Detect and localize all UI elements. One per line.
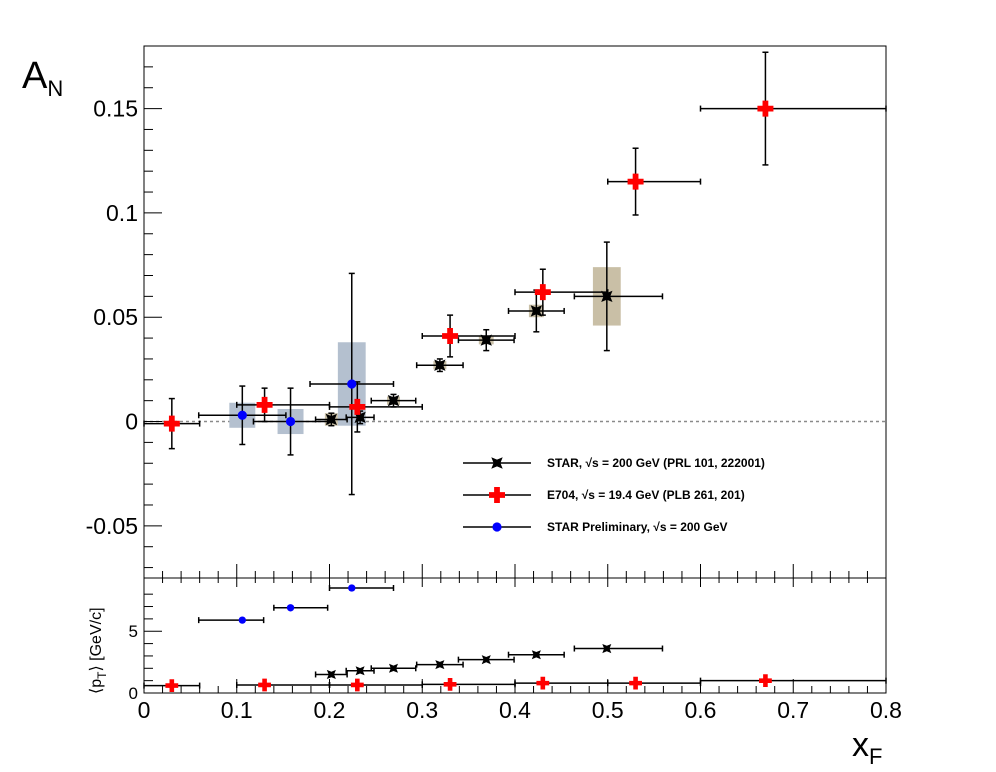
mean-pt-frame <box>143 577 887 694</box>
x-tick-label: 0.5 <box>592 697 624 723</box>
data-point-circle <box>237 410 247 420</box>
x-tick-label: 0.3 <box>406 697 438 723</box>
pt-data-point-cross <box>443 677 457 691</box>
data-point-star <box>325 413 337 426</box>
pt-data-point-star <box>389 663 398 673</box>
data-point-cross <box>757 100 774 117</box>
legend-label: E704, √s = 19.4 GeV (PLB 261, 201) <box>547 488 745 502</box>
data-point-cross <box>163 415 180 432</box>
mean-pt-axes: 0 5 0 0.1 0.2 0.3 0.4 0.5 0.6 0.7 0.8 <box>129 578 902 723</box>
y-tick-label: -0.05 <box>86 513 138 539</box>
data-point-circle <box>285 416 296 427</box>
pt-data-point-circle <box>286 604 295 612</box>
data-point-star <box>601 290 613 302</box>
data-point-cross <box>627 173 644 190</box>
pt-y-axis-title: ⟨pT⟩ [GeV/c] <box>88 607 109 694</box>
y-tick-label: 0.15 <box>93 96 138 122</box>
pt-data-point-circle <box>348 584 356 592</box>
y-axis-title-main: A <box>22 55 48 97</box>
pt-label-sub: T <box>95 671 109 679</box>
pt-data-point-cross <box>536 676 550 690</box>
pt-data-point-star <box>435 660 445 670</box>
pt-data-point-cross <box>350 678 364 692</box>
legend-marker-star <box>491 457 503 469</box>
data-point-star <box>480 334 492 346</box>
pt-label-rest: ⟩ [GeV/c] <box>88 607 105 671</box>
asymmetry-axes: -0.05 0 0.05 0.1 0.15 <box>86 66 887 578</box>
x-tick-label: 0 <box>138 697 151 723</box>
x-axis-title-sub: F <box>869 744 882 769</box>
pt-data-point-cross <box>629 676 642 690</box>
pt-data-point-star <box>602 644 612 654</box>
pt-y-tick-label: 5 <box>129 622 138 641</box>
x-axis-title-main: x <box>852 726 869 764</box>
pt-data-point-star <box>326 669 336 679</box>
mean-pt-panel: 0 5 0 0.1 0.2 0.3 0.4 0.5 0.6 0.7 0.8 <box>129 577 902 723</box>
pt-data-point-star <box>481 655 491 665</box>
x-tick-label: 0.4 <box>499 697 531 723</box>
legend-label: STAR Preliminary, √s = 200 GeV <box>547 520 728 534</box>
y-tick-label: 0.05 <box>93 304 138 330</box>
data-point-star <box>387 395 400 407</box>
pt-y-tick-label: 0 <box>129 684 138 703</box>
y-tick-label: 0 <box>125 409 138 435</box>
legend-marker-cross <box>489 487 505 503</box>
data-markers <box>163 100 774 432</box>
pt-data-point-cross <box>258 678 271 692</box>
x-tick-label: 0.8 <box>870 697 902 723</box>
x-tick-label: 0.6 <box>685 697 717 723</box>
x-tick-label: 0.2 <box>314 697 346 723</box>
legend-marker-circle <box>492 522 502 532</box>
data-point-circle <box>347 379 357 389</box>
pt-label-main: ⟨p <box>88 679 105 694</box>
data-point-cross <box>534 284 551 301</box>
pt-data-point-cross <box>165 679 179 692</box>
x-tick-label: 0.7 <box>777 697 809 723</box>
data-point-star <box>530 305 542 317</box>
x-axis-title: xF <box>852 726 882 769</box>
pt-data-point-star <box>531 650 541 660</box>
pt-data-point-circle <box>238 616 246 624</box>
pt-data-point-star <box>355 666 365 676</box>
pt-data-point-cross <box>759 674 772 688</box>
asymmetry-panel: -0.05 0 0.05 0.1 0.15 <box>86 45 887 579</box>
legend: STAR, √s = 200 GeV (PRL 101, 222001) E704… <box>463 456 765 534</box>
data-point-cross <box>349 398 366 415</box>
y-tick-label: 0.1 <box>106 200 138 226</box>
x-tick-label: 0.1 <box>221 697 253 723</box>
pt-data-markers <box>165 584 772 692</box>
data-point-cross <box>442 327 459 344</box>
y-axis-title-sub: N <box>47 76 63 101</box>
y-axis-title: AN <box>22 55 63 101</box>
data-point-cross <box>256 396 273 413</box>
legend-label: STAR, √s = 200 GeV (PRL 101, 222001) <box>547 456 765 470</box>
data-point-star <box>434 359 446 371</box>
